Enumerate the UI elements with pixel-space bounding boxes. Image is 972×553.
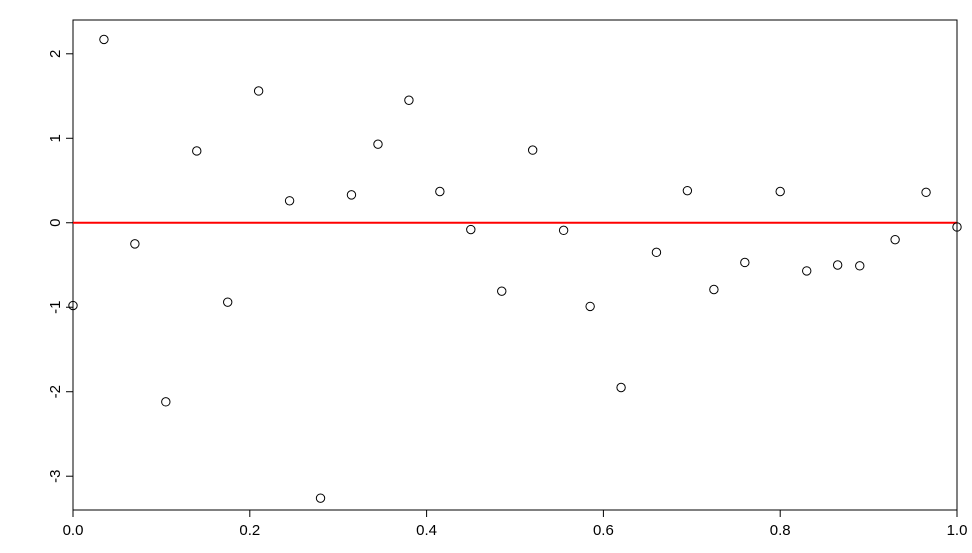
x-tick-label: 1.0 <box>947 522 968 539</box>
x-tick-label: 0.0 <box>63 522 84 539</box>
chart-svg: 0.0 0.2 0.4 0.6 0.8 1.0 -3 -2 -1 0 1 2 <box>0 0 972 553</box>
y-tick-label: 2 <box>47 50 64 58</box>
x-tick-label: 0.6 <box>593 522 614 539</box>
x-tick-label: 0.8 <box>770 522 791 539</box>
y-tick-label: -2 <box>47 385 64 398</box>
x-tick-label: 0.4 <box>416 522 437 539</box>
y-tick-label: -1 <box>47 301 64 314</box>
x-tick-label: 0.2 <box>239 522 260 539</box>
y-tick-label: -3 <box>47 470 64 483</box>
y-tick-label: 0 <box>47 219 64 227</box>
y-tick-label: 1 <box>47 134 64 142</box>
scatter-chart: 0.0 0.2 0.4 0.6 0.8 1.0 -3 -2 -1 0 1 2 <box>0 0 972 553</box>
